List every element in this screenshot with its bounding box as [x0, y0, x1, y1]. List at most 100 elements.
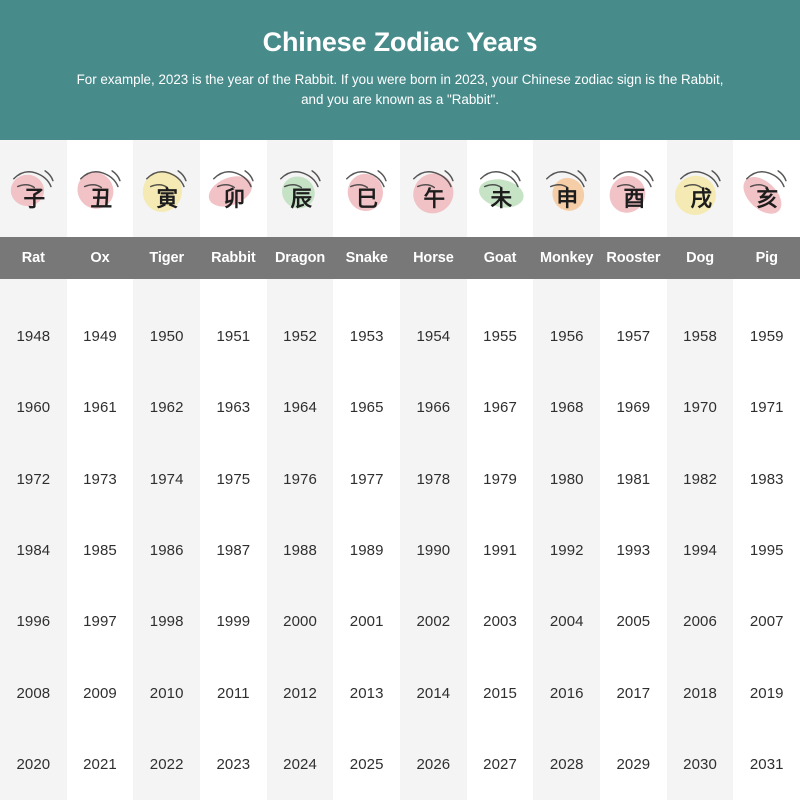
- year-cell[interactable]: 2015: [466, 657, 534, 729]
- year-cell[interactable]: 1953: [333, 301, 401, 373]
- year-cell[interactable]: 1957: [600, 301, 667, 373]
- year-cell[interactable]: 1977: [333, 443, 401, 515]
- year-cell[interactable]: 2000: [266, 586, 334, 658]
- year-cell[interactable]: 2019: [733, 657, 800, 729]
- year-cell[interactable]: 1962: [133, 372, 201, 444]
- year-cell[interactable]: 1948: [0, 301, 67, 373]
- year-cell[interactable]: 1949: [66, 301, 134, 373]
- year-cell[interactable]: 1997: [66, 586, 134, 658]
- year-cell[interactable]: 2031: [733, 728, 800, 800]
- zodiac-icon-cell-rat[interactable]: 子: [0, 140, 67, 237]
- column-header-ox[interactable]: Ox: [66, 237, 134, 279]
- column-header-rat[interactable]: Rat: [0, 237, 67, 279]
- year-cell[interactable]: 2012: [266, 657, 334, 729]
- year-cell[interactable]: 1980: [533, 443, 601, 515]
- year-cell[interactable]: 1966: [400, 372, 467, 444]
- year-cell[interactable]: 2030: [666, 728, 734, 800]
- year-cell[interactable]: 1996: [0, 586, 67, 658]
- zodiac-icon-cell-ox[interactable]: 丑: [66, 140, 134, 237]
- year-cell[interactable]: 1967: [466, 372, 534, 444]
- year-cell[interactable]: 1961: [66, 372, 134, 444]
- year-cell[interactable]: 2024: [266, 728, 334, 800]
- zodiac-icon-cell-snake[interactable]: 巳: [333, 140, 401, 237]
- column-header-dog[interactable]: Dog: [666, 237, 734, 279]
- year-cell[interactable]: 1954: [400, 301, 467, 373]
- year-cell[interactable]: 1995: [733, 514, 800, 587]
- year-cell[interactable]: 2029: [600, 728, 667, 800]
- column-header-tiger[interactable]: Tiger: [133, 237, 201, 279]
- year-cell[interactable]: 1960: [0, 372, 67, 444]
- column-header-pig[interactable]: Pig: [733, 237, 800, 279]
- year-cell[interactable]: 1994: [666, 514, 734, 587]
- year-cell[interactable]: 1998: [133, 586, 201, 658]
- column-header-dragon[interactable]: Dragon: [266, 237, 334, 279]
- year-cell[interactable]: 2006: [666, 586, 734, 658]
- year-cell[interactable]: 1973: [66, 443, 134, 515]
- year-cell[interactable]: 1986: [133, 514, 201, 587]
- year-cell[interactable]: 2005: [600, 586, 667, 658]
- year-cell[interactable]: 2016: [533, 657, 601, 729]
- year-cell[interactable]: 1989: [333, 514, 401, 587]
- zodiac-icon-cell-horse[interactable]: 午: [400, 140, 467, 237]
- year-cell[interactable]: 1958: [666, 301, 734, 373]
- year-cell[interactable]: 1950: [133, 301, 201, 373]
- year-cell[interactable]: 1974: [133, 443, 201, 515]
- zodiac-icon-cell-monkey[interactable]: 申: [533, 140, 601, 237]
- zodiac-icon-cell-pig[interactable]: 亥: [733, 140, 800, 237]
- year-cell[interactable]: 2009: [66, 657, 134, 729]
- year-cell[interactable]: 2001: [333, 586, 401, 658]
- column-header-goat[interactable]: Goat: [466, 237, 534, 279]
- year-cell[interactable]: 1983: [733, 443, 800, 515]
- year-cell[interactable]: 1991: [466, 514, 534, 587]
- year-cell[interactable]: 1970: [666, 372, 734, 444]
- year-cell[interactable]: 1990: [400, 514, 467, 587]
- year-cell[interactable]: 1959: [733, 301, 800, 373]
- column-header-rooster[interactable]: Rooster: [600, 237, 667, 279]
- zodiac-icon-cell-dragon[interactable]: 辰: [266, 140, 334, 237]
- year-cell[interactable]: 1971: [733, 372, 800, 444]
- zodiac-icon-cell-rabbit[interactable]: 卯: [200, 140, 267, 237]
- year-cell[interactable]: 1993: [600, 514, 667, 587]
- column-header-rabbit[interactable]: Rabbit: [200, 237, 267, 279]
- year-cell[interactable]: 1955: [466, 301, 534, 373]
- year-cell[interactable]: 2027: [466, 728, 534, 800]
- year-cell[interactable]: 2028: [533, 728, 601, 800]
- year-cell[interactable]: 1963: [200, 372, 267, 444]
- zodiac-icon-cell-dog[interactable]: 戌: [666, 140, 734, 237]
- year-cell[interactable]: 2022: [133, 728, 201, 800]
- year-cell[interactable]: 1968: [533, 372, 601, 444]
- zodiac-icon-cell-goat[interactable]: 未: [466, 140, 534, 237]
- column-header-horse[interactable]: Horse: [400, 237, 467, 279]
- column-header-monkey[interactable]: Monkey: [533, 237, 601, 279]
- year-cell[interactable]: 2008: [0, 657, 67, 729]
- year-cell[interactable]: 1972: [0, 443, 67, 515]
- year-cell[interactable]: 1981: [600, 443, 667, 515]
- year-cell[interactable]: 1976: [266, 443, 334, 515]
- column-header-snake[interactable]: Snake: [333, 237, 401, 279]
- year-cell[interactable]: 1985: [66, 514, 134, 587]
- zodiac-icon-cell-rooster[interactable]: 酉: [600, 140, 667, 237]
- year-cell[interactable]: 2023: [200, 728, 267, 800]
- year-cell[interactable]: 2025: [333, 728, 401, 800]
- year-cell[interactable]: 1988: [266, 514, 334, 587]
- year-cell[interactable]: 1965: [333, 372, 401, 444]
- year-cell[interactable]: 1999: [200, 586, 267, 658]
- year-cell[interactable]: 1975: [200, 443, 267, 515]
- zodiac-icon-cell-tiger[interactable]: 寅: [133, 140, 201, 237]
- year-cell[interactable]: 1964: [266, 372, 334, 444]
- year-cell[interactable]: 2013: [333, 657, 401, 729]
- year-cell[interactable]: 2026: [400, 728, 467, 800]
- year-cell[interactable]: 2007: [733, 586, 800, 658]
- year-cell[interactable]: 1969: [600, 372, 667, 444]
- year-cell[interactable]: 2017: [600, 657, 667, 729]
- year-cell[interactable]: 1951: [200, 301, 267, 373]
- year-cell[interactable]: 2020: [0, 728, 67, 800]
- year-cell[interactable]: 2002: [400, 586, 467, 658]
- year-cell[interactable]: 1979: [466, 443, 534, 515]
- year-cell[interactable]: 2004: [533, 586, 601, 658]
- year-cell[interactable]: 2021: [66, 728, 134, 800]
- year-cell[interactable]: 1982: [666, 443, 734, 515]
- year-cell[interactable]: 1987: [200, 514, 267, 587]
- year-cell[interactable]: 1952: [266, 301, 334, 373]
- year-cell[interactable]: 2011: [200, 657, 267, 729]
